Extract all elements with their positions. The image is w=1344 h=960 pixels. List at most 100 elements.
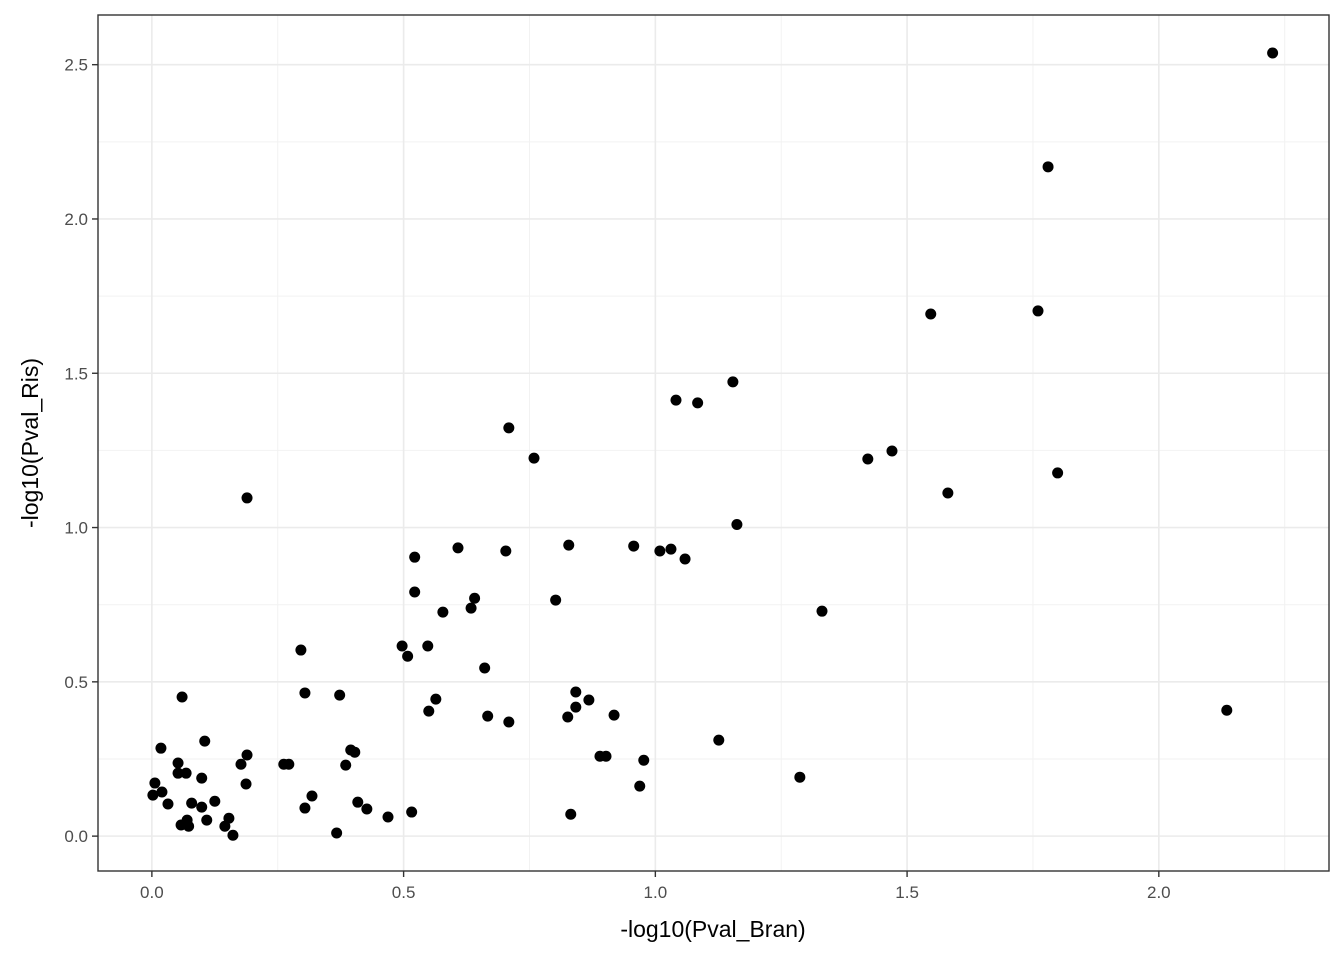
point bbox=[583, 694, 595, 706]
point bbox=[196, 772, 208, 784]
point bbox=[430, 693, 442, 705]
axes: 0.0 0.5 1.0 1.5 2.0 0.0 0.5 1.0 1.5 2.0 2.5 bbox=[64, 56, 1170, 902]
panel-border bbox=[97, 14, 1330, 872]
point bbox=[562, 711, 574, 723]
point bbox=[713, 734, 725, 746]
point bbox=[422, 640, 434, 652]
point bbox=[409, 551, 421, 563]
point bbox=[156, 786, 168, 798]
point bbox=[283, 758, 295, 770]
point bbox=[638, 754, 650, 766]
point bbox=[209, 795, 221, 807]
point bbox=[409, 586, 421, 598]
point bbox=[670, 394, 682, 406]
point bbox=[306, 790, 318, 802]
x-tick-label: 1.5 bbox=[895, 883, 919, 902]
point bbox=[396, 640, 408, 652]
point bbox=[862, 453, 874, 465]
point bbox=[423, 705, 435, 717]
point bbox=[563, 539, 575, 551]
x-tick-label: 2.0 bbox=[1147, 883, 1171, 902]
point bbox=[201, 814, 213, 826]
point bbox=[240, 778, 252, 790]
x-tick-label: 1.0 bbox=[644, 883, 668, 902]
point bbox=[794, 771, 806, 783]
point bbox=[479, 662, 491, 674]
point bbox=[1042, 161, 1054, 173]
point bbox=[925, 308, 937, 320]
point bbox=[406, 806, 418, 818]
point bbox=[155, 742, 167, 754]
point bbox=[565, 808, 577, 820]
point bbox=[241, 492, 253, 504]
point bbox=[608, 709, 620, 721]
point bbox=[503, 422, 515, 434]
point bbox=[299, 802, 311, 814]
point bbox=[196, 801, 208, 813]
y-tick-label: 1.5 bbox=[64, 364, 88, 383]
point bbox=[727, 376, 739, 388]
point bbox=[731, 518, 743, 530]
point bbox=[199, 735, 211, 747]
point bbox=[437, 606, 449, 618]
point bbox=[176, 691, 188, 703]
y-tick-label: 2.5 bbox=[64, 56, 88, 75]
point bbox=[628, 540, 640, 552]
points bbox=[147, 47, 1279, 841]
point bbox=[149, 777, 161, 789]
grid bbox=[98, 15, 1329, 871]
point bbox=[570, 686, 582, 698]
point bbox=[692, 397, 704, 409]
point bbox=[1267, 47, 1279, 59]
point bbox=[942, 487, 954, 499]
point bbox=[465, 602, 477, 614]
point bbox=[1052, 467, 1064, 479]
point bbox=[654, 545, 666, 557]
point bbox=[334, 689, 346, 701]
point bbox=[402, 650, 414, 662]
point bbox=[1221, 704, 1233, 716]
point bbox=[500, 545, 512, 557]
point bbox=[886, 445, 898, 457]
point bbox=[679, 553, 691, 565]
point bbox=[340, 759, 352, 771]
point bbox=[331, 827, 343, 839]
point bbox=[295, 644, 307, 656]
point bbox=[452, 542, 464, 554]
point bbox=[1032, 305, 1044, 317]
point bbox=[816, 605, 828, 617]
point bbox=[227, 829, 239, 841]
point bbox=[361, 803, 373, 815]
point bbox=[482, 710, 494, 722]
x-tick-label: 0.0 bbox=[140, 883, 164, 902]
point bbox=[172, 767, 184, 779]
point bbox=[665, 543, 677, 555]
point bbox=[162, 798, 174, 810]
point bbox=[600, 750, 612, 762]
point bbox=[550, 594, 562, 606]
point bbox=[528, 452, 540, 464]
point bbox=[570, 701, 582, 713]
point bbox=[349, 746, 361, 758]
point bbox=[186, 797, 198, 809]
point bbox=[241, 749, 253, 761]
point bbox=[382, 811, 394, 823]
y-tick-label: 1.0 bbox=[64, 519, 88, 538]
point bbox=[147, 789, 159, 801]
y-tick-label: 0.0 bbox=[64, 827, 88, 846]
point bbox=[299, 687, 311, 699]
point bbox=[219, 820, 231, 832]
point bbox=[469, 592, 481, 604]
y-tick-label: 0.5 bbox=[64, 673, 88, 692]
point bbox=[503, 716, 515, 728]
point bbox=[180, 767, 192, 779]
point bbox=[235, 758, 247, 770]
point bbox=[172, 757, 184, 769]
y-axis-title: -log10(Pval_Ris) bbox=[17, 358, 43, 528]
x-axis-title: -log10(Pval_Bran) bbox=[620, 916, 805, 942]
x-tick-label: 0.5 bbox=[392, 883, 416, 902]
point bbox=[352, 796, 364, 808]
